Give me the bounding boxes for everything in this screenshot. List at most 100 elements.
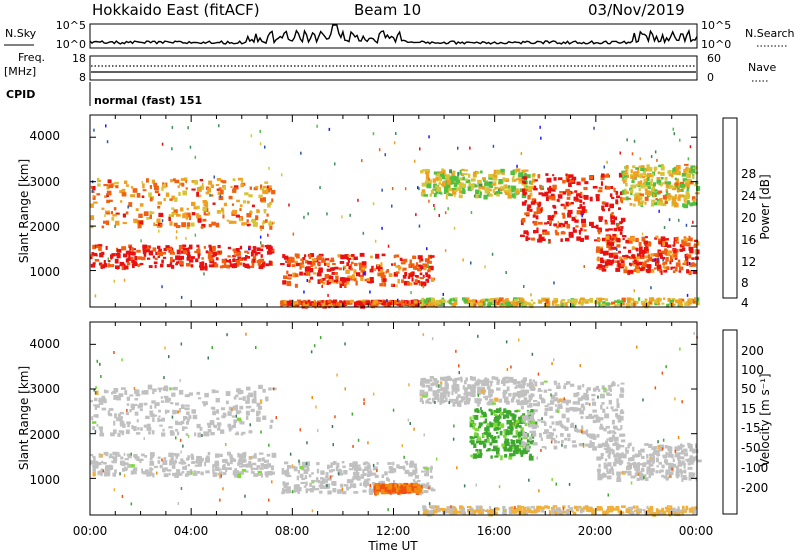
scatter-cell [287, 259, 292, 265]
scatter-cell [423, 490, 429, 494]
scatter-cell [286, 486, 291, 492]
scatter-cell [637, 471, 642, 476]
scatter-cell [662, 262, 666, 265]
scatter-cell [253, 395, 257, 401]
scatter-cell [533, 230, 539, 234]
scatter-cell [248, 464, 252, 467]
scatter-cell [163, 247, 167, 252]
scatter-cell [579, 410, 584, 415]
scatter-cell [139, 458, 144, 461]
scatter-cell [580, 507, 584, 511]
scatter-cell [346, 486, 351, 489]
scatter-cell [665, 252, 671, 256]
scatter-cell [599, 456, 604, 460]
scatter-cell [169, 214, 174, 217]
scatter-cell [515, 168, 521, 172]
power-cbar-tick-8: 8 [741, 276, 749, 290]
scatter-cell [358, 274, 364, 278]
scatter-cell [445, 386, 449, 390]
scatter-cell [622, 235, 627, 238]
scatter-cell [692, 168, 696, 174]
echo-speck [417, 186, 419, 190]
scatter-cell [203, 431, 207, 437]
scatter-cell [685, 452, 688, 456]
scatter-cell [317, 262, 320, 266]
scatter-cell [506, 439, 509, 442]
scatter-cell [644, 255, 650, 259]
scatter-cell [575, 225, 579, 228]
scatter-cell [293, 260, 298, 264]
scatter-cell [577, 407, 582, 411]
scatter-cell [551, 214, 555, 219]
scatter-cell [332, 263, 336, 266]
echo-speck [303, 215, 305, 219]
scatter-cell [186, 262, 191, 267]
scatter-cell [606, 509, 609, 513]
scatter-cell [289, 299, 294, 302]
scatter-cell [226, 259, 231, 263]
scatter-cell [615, 413, 618, 418]
scatter-cell [438, 176, 442, 182]
scatter-cell [615, 199, 619, 204]
scatter-cell [242, 452, 245, 456]
scatter-cell [451, 187, 457, 192]
scatter-cell [316, 480, 320, 483]
scatter-cell [538, 432, 542, 438]
scatter-cell [415, 262, 419, 267]
scatter-cell [178, 191, 181, 196]
scatter-cell [591, 398, 595, 401]
scatter-cell [388, 273, 393, 277]
scatter-cell [185, 249, 190, 254]
scatter-cell [113, 394, 119, 400]
scatter-cell [665, 257, 669, 262]
scatter-cell [495, 447, 500, 452]
scatter-cell [522, 430, 525, 436]
scatter-cell [182, 190, 187, 196]
scatter-cell [389, 466, 394, 471]
scatter-cell [639, 193, 644, 197]
scatter-cell [190, 471, 193, 475]
scatter-cell [433, 509, 438, 514]
scatter-cell [334, 461, 337, 465]
scatter-cell [655, 198, 658, 200]
scatter-cell [360, 301, 364, 304]
scatter-cell [636, 453, 641, 457]
freq-tick-low: 8 [79, 71, 86, 84]
scatter-cell [406, 462, 409, 466]
scatter-cell [529, 415, 534, 421]
scatter-cell [597, 471, 601, 477]
scatter-cell [465, 393, 469, 399]
scatter-cell [96, 177, 100, 183]
scatter-cell [611, 419, 615, 425]
scatter-cell [604, 250, 609, 256]
scatter-cell [212, 472, 216, 478]
scatter-cell [253, 453, 257, 458]
scatter-cell [589, 297, 594, 303]
scatter-cell [205, 191, 210, 195]
scatter-cell [114, 469, 117, 474]
scatter-cell [566, 508, 571, 513]
scatter-cell [369, 469, 372, 473]
scatter-cell [444, 380, 448, 385]
echo-speck [639, 157, 641, 161]
scatter-cell [630, 191, 633, 196]
scatter-cell [648, 463, 654, 467]
scatter-cell [271, 452, 277, 458]
scatter-cell [338, 302, 342, 307]
echo-speck [396, 284, 398, 288]
scatter-cell [470, 387, 474, 392]
scatter-cell [132, 471, 137, 475]
scatter-cell [381, 253, 386, 257]
scatter-cell [620, 425, 623, 430]
scatter-cell [603, 444, 608, 447]
scatter-cell [636, 269, 640, 274]
scatter-cell [564, 220, 568, 225]
echo-speck [516, 164, 518, 168]
scatter-cell [555, 421, 560, 426]
scatter-cell [393, 262, 396, 266]
scatter-cell [507, 426, 513, 429]
scatter-cell [305, 260, 309, 264]
scatter-cell [157, 246, 160, 248]
scatter-cell [659, 446, 663, 450]
scatter-cell [270, 419, 274, 423]
